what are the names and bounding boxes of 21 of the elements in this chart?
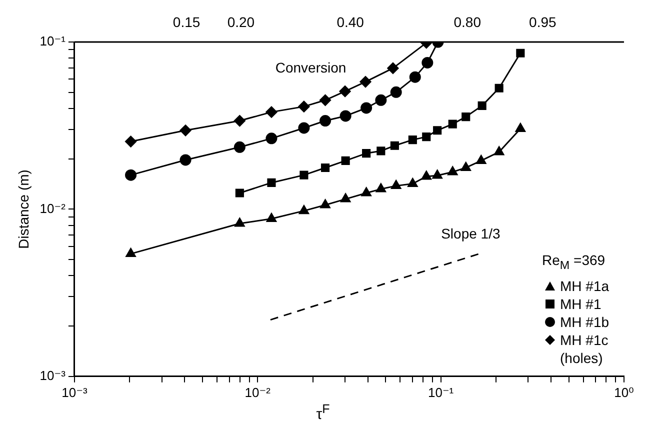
x-axis-title: τ$^{F}$ <box>315 402 331 423</box>
legend-title: Re$_{M}$ =369 <box>542 251 606 274</box>
y-tick-label: 10⁻³ <box>40 368 66 383</box>
text: 0.20 <box>227 14 255 30</box>
annotation: Conversion <box>275 59 346 76</box>
legend-label: MH #1b <box>560 313 610 331</box>
y-tick-label: 10⁻² <box>40 200 66 216</box>
x-tick-label: 10⁻³ <box>62 384 88 400</box>
x-tick-label: 10⁻¹ <box>428 384 454 400</box>
legend-label: MH #1a <box>560 277 610 295</box>
text: 0.95 <box>529 14 557 30</box>
y-axis-title: Distance (m) <box>15 170 32 249</box>
x-tick-label: 10⁻² <box>244 384 272 400</box>
text: 0.40 <box>336 14 364 30</box>
text: 0.80 <box>454 14 482 30</box>
x-tick-label: 10⁰ <box>614 384 634 400</box>
annotation: Slope 1/3 <box>441 225 500 242</box>
text: 0.15 <box>172 14 200 30</box>
legend-label: MH #1 <box>560 295 602 313</box>
legend-label: MH #1c (holes) <box>560 331 610 367</box>
y-tick-label: 10⁻¹ <box>40 34 66 49</box>
